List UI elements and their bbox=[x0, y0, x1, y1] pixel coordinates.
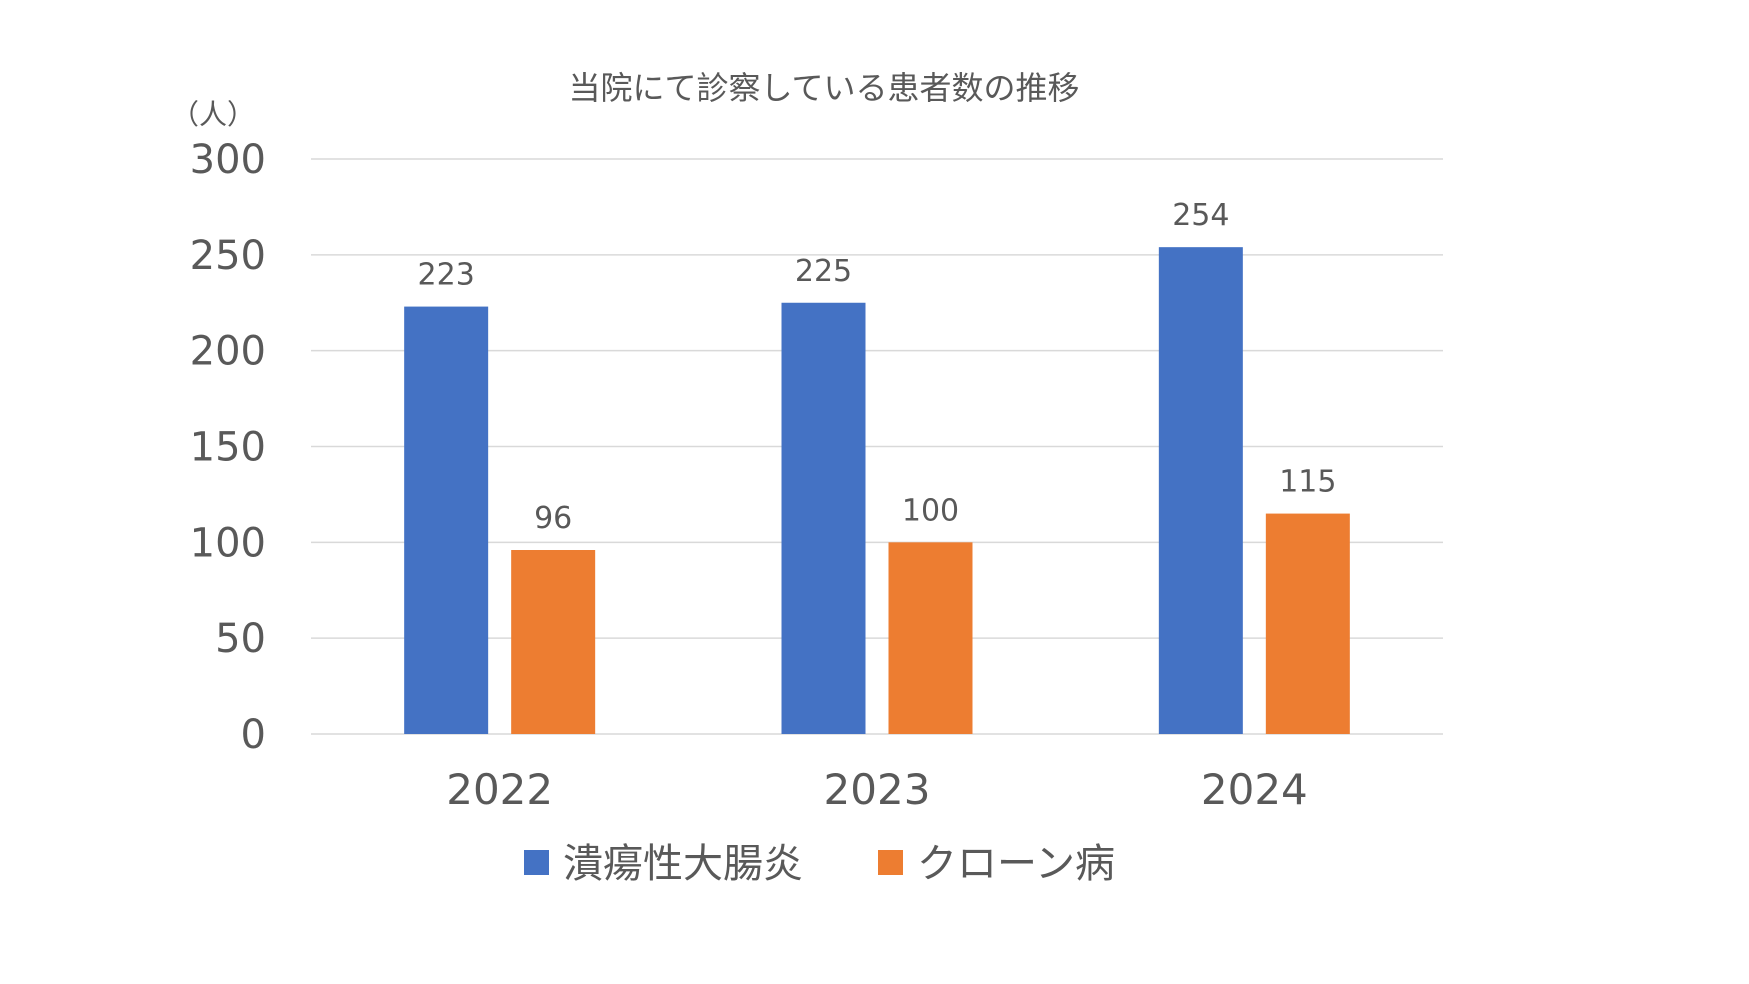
y-tick-label: 200 bbox=[190, 329, 266, 375]
bar-1-2024 bbox=[1265, 513, 1350, 734]
legend-label: 潰瘍性大腸炎 bbox=[563, 841, 803, 887]
bar-0-2023 bbox=[781, 302, 866, 734]
y-axis-unit-label: （人） bbox=[171, 98, 255, 131]
bar-0-2024 bbox=[1158, 247, 1243, 734]
y-tick-label: 300 bbox=[190, 137, 266, 183]
bar-1-2022 bbox=[511, 550, 596, 734]
legend-label: クローン病 bbox=[917, 841, 1115, 887]
data-label: 254 bbox=[1172, 198, 1229, 233]
y-tick-label: 100 bbox=[190, 520, 266, 566]
legend-swatch bbox=[878, 850, 903, 875]
data-label: 223 bbox=[418, 258, 475, 293]
x-tick-label: 2022 bbox=[446, 765, 553, 814]
y-tick-label: 150 bbox=[190, 425, 266, 471]
x-tick-label: 2023 bbox=[824, 765, 931, 814]
data-label: 100 bbox=[902, 493, 959, 528]
data-label: 96 bbox=[534, 501, 572, 536]
y-tick-label: 50 bbox=[215, 616, 266, 662]
bar-1-2023 bbox=[888, 542, 973, 734]
data-label: 225 bbox=[795, 254, 852, 289]
legend-swatch bbox=[524, 850, 549, 875]
bar-0-2022 bbox=[404, 306, 489, 734]
data-label: 115 bbox=[1279, 465, 1336, 500]
y-tick-label: 0 bbox=[241, 712, 266, 758]
chart-title: 当院にて診察している患者数の推移 bbox=[568, 69, 1079, 107]
y-tick-label: 250 bbox=[190, 233, 266, 279]
x-tick-label: 2024 bbox=[1201, 765, 1308, 814]
